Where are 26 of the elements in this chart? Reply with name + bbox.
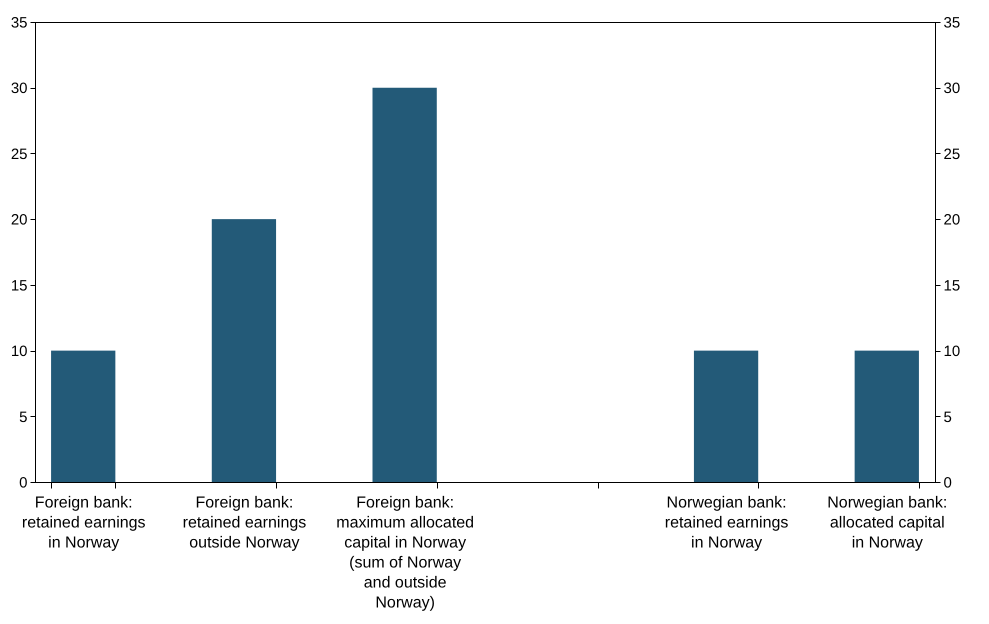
x-tick-label: Foreign bank: retained earnings in Norway — [22, 494, 146, 552]
y2-tick-label: 25 — [944, 146, 960, 163]
x-tick-label: Norwegian bank: allocated capital in Norway — [827, 494, 948, 552]
y2-tick-label: 35 — [944, 14, 960, 32]
x-tick-label: Foreign bank: retained earnings outside Norway — [182, 494, 306, 552]
y2-tick-label: 0 — [944, 474, 952, 492]
bar — [694, 350, 758, 482]
y-tick-label: 0 — [19, 474, 28, 492]
bar — [51, 350, 116, 482]
y-tick-label: 25 — [10, 146, 28, 163]
y-tick-label: 35 — [10, 14, 28, 32]
y2-tick-label: 5 — [944, 408, 952, 426]
x-tick-label: Foreign bank: maximum allocated capital in Norway (sum of Norway and outside Norway) — [336, 494, 474, 612]
y-tick-label: 30 — [10, 80, 28, 98]
bar — [212, 219, 276, 482]
y-tick-label: 5 — [19, 408, 28, 426]
y2-tick-label: 15 — [944, 277, 960, 294]
bar — [854, 350, 919, 482]
y-tick-label: 20 — [10, 212, 28, 229]
y2-tick-label: 20 — [944, 212, 960, 229]
y-tick-label: 10 — [10, 343, 28, 360]
bar — [372, 88, 437, 482]
x-tick-label: Norwegian bank: retained earnings in Norway — [664, 494, 788, 552]
y2-tick-label: 30 — [944, 80, 960, 98]
y2-tick-label: 10 — [944, 343, 960, 360]
y-tick-label: 15 — [10, 277, 28, 294]
